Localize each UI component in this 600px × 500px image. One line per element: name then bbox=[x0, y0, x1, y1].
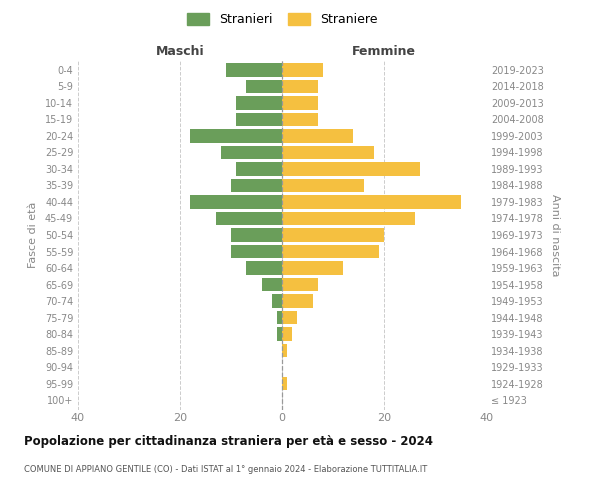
Bar bbox=[282, 245, 379, 258]
Bar bbox=[282, 179, 364, 192]
Bar bbox=[282, 212, 415, 225]
Bar bbox=[247, 262, 282, 274]
Bar bbox=[190, 196, 282, 208]
Bar bbox=[247, 80, 282, 93]
Bar bbox=[236, 96, 282, 110]
Bar bbox=[282, 113, 318, 126]
Bar bbox=[262, 278, 282, 291]
Text: Popolazione per cittadinanza straniera per età e sesso - 2024: Popolazione per cittadinanza straniera p… bbox=[24, 435, 433, 448]
Bar bbox=[282, 328, 292, 340]
Bar bbox=[282, 96, 318, 110]
Bar bbox=[226, 64, 282, 76]
Bar bbox=[282, 377, 287, 390]
Bar bbox=[236, 162, 282, 175]
Bar bbox=[282, 64, 323, 76]
Bar bbox=[282, 294, 313, 308]
Bar bbox=[216, 212, 282, 225]
Y-axis label: Fasce di età: Fasce di età bbox=[28, 202, 38, 268]
Bar bbox=[231, 179, 282, 192]
Text: COMUNE DI APPIANO GENTILE (CO) - Dati ISTAT al 1° gennaio 2024 - Elaborazione TU: COMUNE DI APPIANO GENTILE (CO) - Dati IS… bbox=[24, 465, 427, 474]
Bar bbox=[282, 196, 461, 208]
Bar bbox=[236, 113, 282, 126]
Bar bbox=[277, 328, 282, 340]
Legend: Stranieri, Straniere: Stranieri, Straniere bbox=[183, 8, 381, 30]
Bar bbox=[277, 311, 282, 324]
Bar bbox=[282, 311, 298, 324]
Bar bbox=[282, 146, 374, 159]
Y-axis label: Anni di nascita: Anni di nascita bbox=[550, 194, 560, 276]
Bar bbox=[282, 228, 384, 241]
Text: Maschi: Maschi bbox=[155, 44, 205, 58]
Bar bbox=[221, 146, 282, 159]
Bar bbox=[282, 262, 343, 274]
Bar bbox=[282, 80, 318, 93]
Bar bbox=[231, 228, 282, 241]
Bar bbox=[272, 294, 282, 308]
Bar bbox=[282, 130, 353, 142]
Bar bbox=[190, 130, 282, 142]
Bar bbox=[282, 162, 420, 175]
Bar bbox=[282, 344, 287, 357]
Bar bbox=[231, 245, 282, 258]
Bar bbox=[282, 278, 318, 291]
Text: Femmine: Femmine bbox=[352, 44, 416, 58]
